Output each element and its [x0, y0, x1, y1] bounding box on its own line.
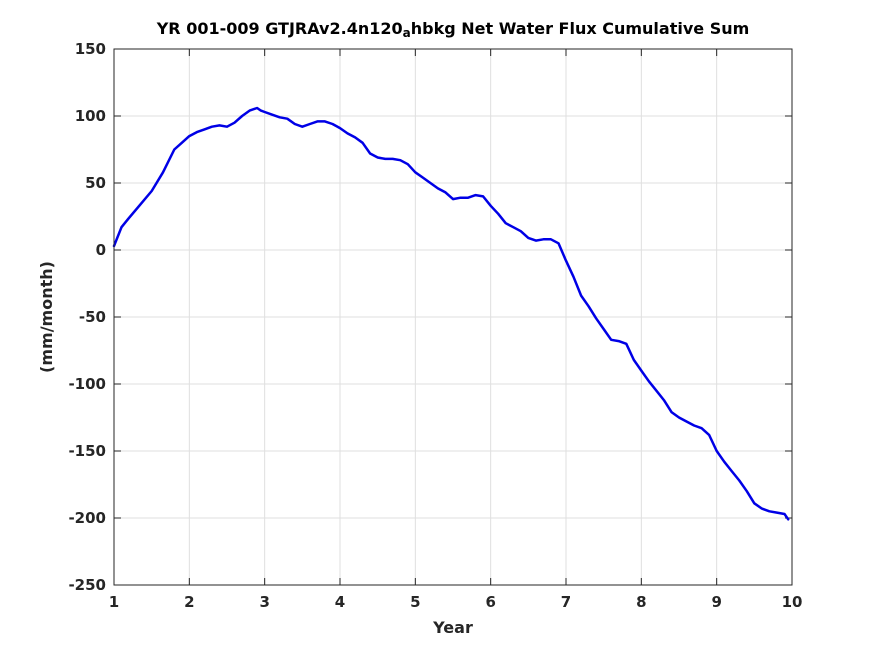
- x-axis-label: Year: [432, 618, 473, 637]
- y-tick-label: 150: [75, 40, 106, 58]
- x-tick-label: 9: [711, 593, 721, 611]
- x-tick-label: 1: [109, 593, 119, 611]
- chart-title: YR 001-009 GTJRAv2.4n120ahbkg Net Water …: [156, 19, 750, 40]
- series-group: [112, 106, 790, 521]
- x-tick-label: 7: [561, 593, 571, 611]
- plot-frame: [113, 48, 793, 586]
- y-tick-label: -100: [68, 375, 106, 393]
- y-tick-label: 100: [75, 107, 106, 125]
- x-tick-label: 6: [485, 593, 495, 611]
- y-tick-label: 50: [85, 174, 106, 192]
- x-tick-label: 10: [782, 593, 803, 611]
- y-axis-label: (mm/month): [37, 261, 56, 373]
- y-tick-label: -200: [68, 509, 106, 527]
- y-tick-label: -50: [79, 308, 106, 326]
- x-tick-label: 3: [259, 593, 269, 611]
- x-tick-label: 8: [636, 593, 646, 611]
- title-subscript: a: [403, 26, 411, 40]
- y-axis-ticks: 150 100 50 0 -50 -100 -150 -200 -250: [68, 40, 792, 594]
- y-tick-label: 0: [96, 241, 106, 259]
- x-tick-label: 4: [335, 593, 345, 611]
- x-tick-label: 5: [410, 593, 420, 611]
- y-tick-label: -250: [68, 576, 106, 594]
- x-tick-label: 2: [184, 593, 194, 611]
- y-tick-label: -150: [68, 442, 106, 460]
- series-line: [112, 106, 790, 521]
